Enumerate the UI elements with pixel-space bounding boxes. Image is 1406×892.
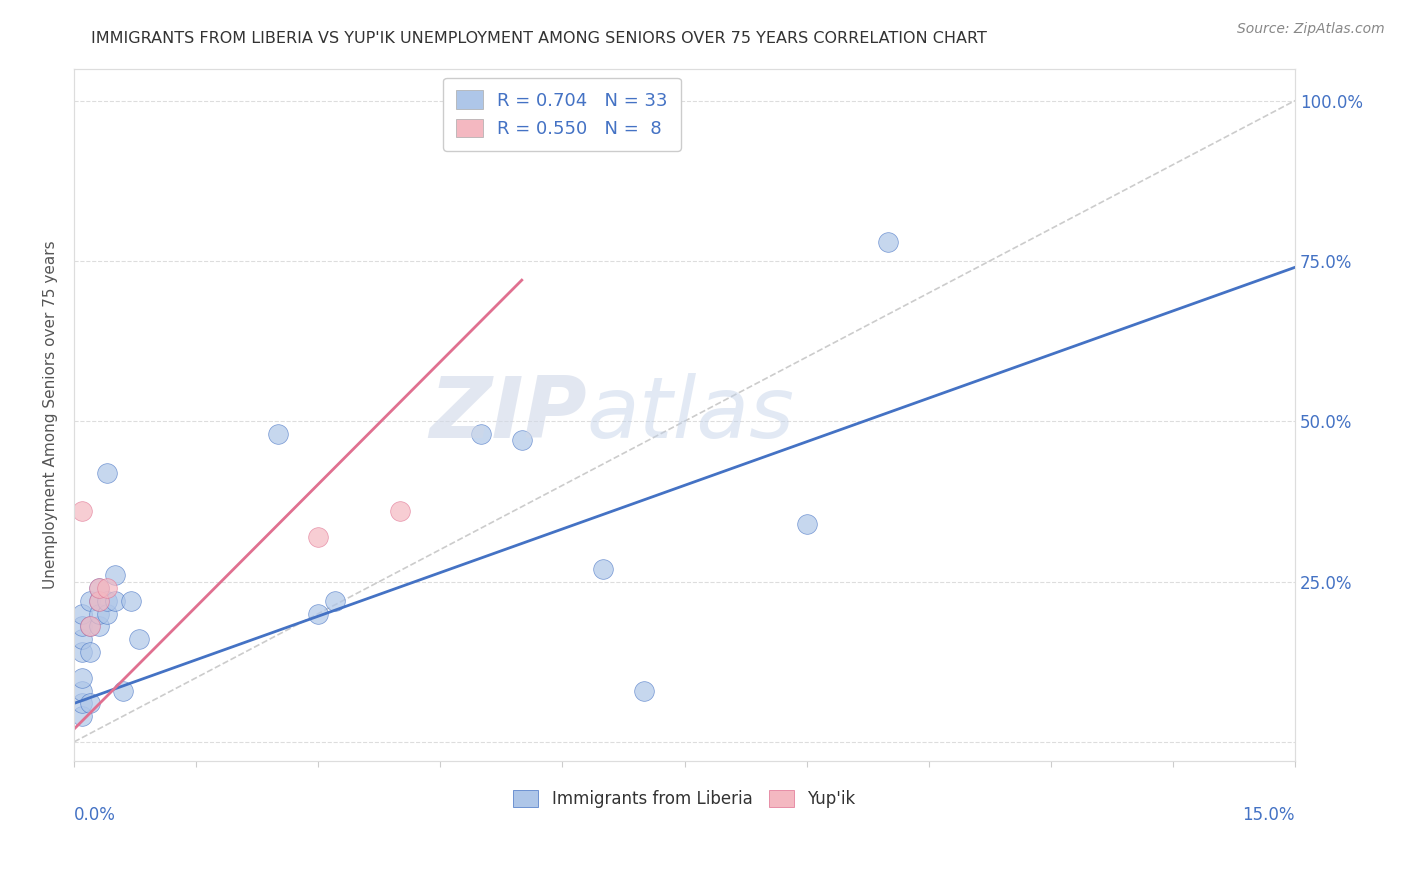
Point (388, 504, 411, 518)
Point (79, 619, 101, 633)
Point (323, 594, 346, 608)
Point (104, 568, 127, 582)
Point (79, 645, 101, 659)
Point (70, 671, 93, 685)
Point (111, 683, 134, 698)
Text: ZIP: ZIP (429, 374, 586, 457)
Point (87, 594, 110, 608)
Point (70, 645, 93, 659)
Y-axis label: Unemployment Among Seniors over 75 years: Unemployment Among Seniors over 75 years (44, 241, 58, 589)
Point (510, 120, 533, 134)
Point (266, 427, 288, 442)
Point (96, 466, 118, 480)
Point (70, 709, 93, 723)
Point (87, 581, 110, 595)
Point (70, 683, 93, 698)
Point (87, 581, 110, 595)
Point (87, 619, 110, 633)
Point (79, 594, 101, 608)
Text: 15.0%: 15.0% (1243, 806, 1295, 824)
Text: Source: ZipAtlas.com: Source: ZipAtlas.com (1237, 22, 1385, 37)
Text: 0.0%: 0.0% (75, 806, 115, 824)
Point (96, 581, 118, 595)
Text: atlas: atlas (586, 374, 794, 457)
Point (470, 427, 492, 442)
Point (307, 607, 329, 621)
Legend: Immigrants from Liberia, Yup'ik: Immigrants from Liberia, Yup'ik (506, 783, 862, 815)
Point (79, 619, 101, 633)
Point (70, 697, 93, 711)
Point (70, 607, 93, 621)
Point (96, 594, 118, 608)
Point (307, 530, 329, 544)
Point (592, 562, 614, 576)
Point (633, 683, 655, 698)
Point (70, 504, 93, 518)
Point (70, 619, 93, 633)
Point (87, 594, 110, 608)
Point (877, 235, 900, 249)
Point (120, 594, 142, 608)
Point (796, 516, 818, 531)
Point (79, 697, 101, 711)
Point (70, 632, 93, 647)
Point (87, 607, 110, 621)
Point (510, 434, 533, 448)
Text: IMMIGRANTS FROM LIBERIA VS YUP'IK UNEMPLOYMENT AMONG SENIORS OVER 75 YEARS CORRE: IMMIGRANTS FROM LIBERIA VS YUP'IK UNEMPL… (91, 31, 987, 46)
Point (96, 607, 118, 621)
Point (128, 632, 150, 647)
Point (104, 594, 127, 608)
